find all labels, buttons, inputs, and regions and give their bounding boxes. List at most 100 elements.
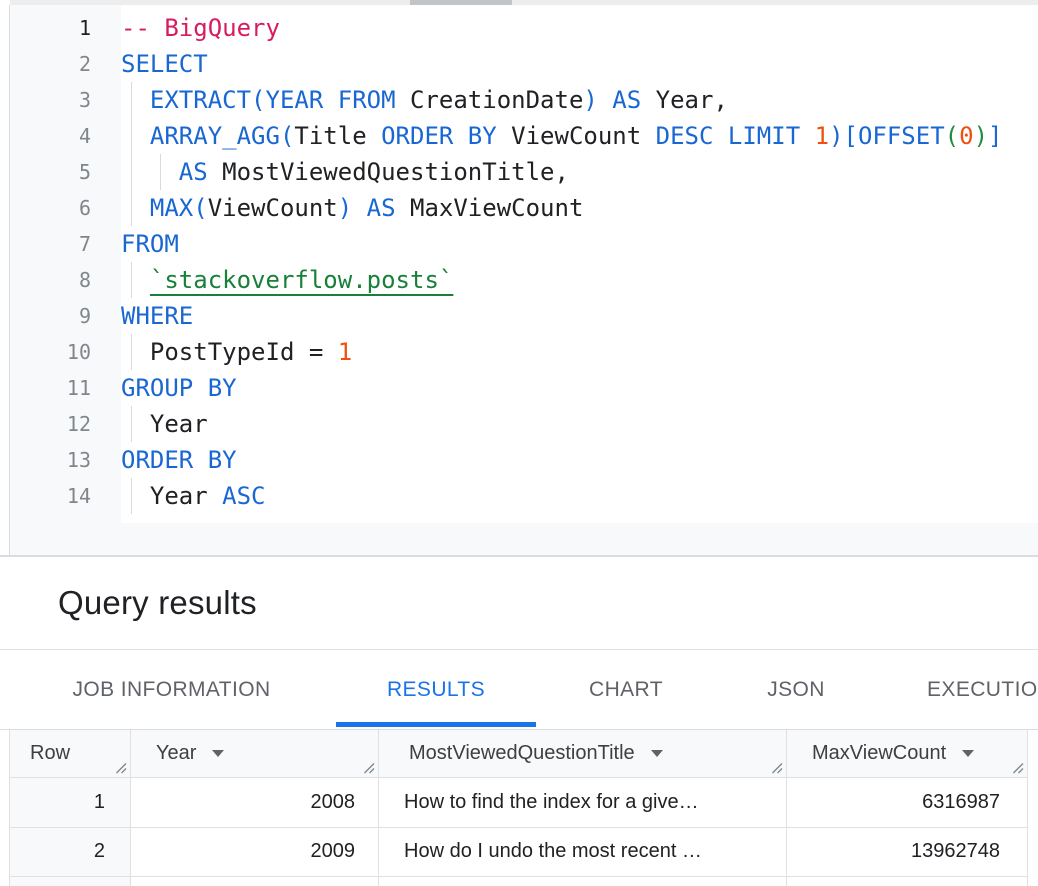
tab-execution-details[interactable]: EXECUTION DETAILS <box>927 650 1038 729</box>
indent-guide <box>131 82 132 118</box>
sort-menu-arrow-icon[interactable] <box>650 750 663 757</box>
code-token <box>121 266 150 294</box>
column-header-label: Row <box>30 742 71 764</box>
code-line[interactable]: 11 GROUP BY <box>10 370 1038 406</box>
indent-guide <box>131 334 132 370</box>
column-resize-handle-icon[interactable] <box>769 760 783 774</box>
code-token <box>121 158 179 186</box>
tab-job-information[interactable]: JOB INFORMATION <box>44 650 299 729</box>
code-text: AS MostViewedQuestionTitle, <box>121 154 569 190</box>
column-header-maxviewcount[interactable]: MaxViewCount <box>787 730 1028 777</box>
tab-label: JOB INFORMATION <box>72 677 271 701</box>
code-token: WHERE <box>121 302 194 330</box>
results-table: Row Year MostViewedQuestionTitle MaxViewCou… <box>9 730 1028 886</box>
line-number: 14 <box>66 484 91 508</box>
column-resize-handle-icon[interactable] <box>113 760 127 774</box>
code-line[interactable]: 5 AS MostViewedQuestionTitle, <box>10 154 1038 190</box>
code-token: ViewCount <box>207 194 338 222</box>
tab-label: JSON <box>767 677 825 701</box>
column-header-label: MaxViewCount <box>812 742 947 764</box>
line-number: 9 <box>78 304 91 328</box>
code-token: CreationDate <box>410 86 584 114</box>
code-token: 1 <box>337 338 353 366</box>
line-number: 4 <box>78 124 91 148</box>
code-text: EXTRACT(YEAR FROM CreationDate) AS Year, <box>121 82 728 118</box>
query-results-header: Query results <box>0 557 1038 649</box>
tab-chart[interactable]: CHART <box>541 650 711 729</box>
code-line[interactable]: 2 SELECT <box>10 46 1038 82</box>
code-token: 1 <box>814 122 830 150</box>
cell-maxviewcount <box>787 877 1028 886</box>
code-token: ] <box>988 122 1003 150</box>
code-token: ORDER BY <box>381 122 512 150</box>
code-token: Year <box>121 482 223 510</box>
line-number: 3 <box>78 88 91 112</box>
code-token: DESC LIMIT <box>655 122 815 150</box>
indent-guide <box>131 478 132 514</box>
table-row-partial <box>10 877 1028 886</box>
code-token: GROUP BY <box>121 374 237 402</box>
code-line[interactable]: 9 WHERE <box>10 298 1038 334</box>
column-header-row[interactable]: Row <box>10 730 131 777</box>
column-header-label: Year <box>156 742 197 764</box>
code-token: ORDER BY <box>121 446 237 474</box>
code-lines: 1 -- BigQuery 2 SELECT 3 EXTRACT(YEAR FROM C… <box>10 10 1038 514</box>
table-ref-link[interactable]: `stackoverflow.posts` <box>149 266 454 294</box>
column-header-mostviewedquestiontitle[interactable]: MostViewedQuestionTitle <box>379 730 787 777</box>
code-text: -- BigQuery <box>121 10 280 46</box>
code-text: Year <box>121 406 208 442</box>
table-row: 2 2009 How do I undo the most recent … 1396… <box>10 827 1028 877</box>
sort-menu-arrow-icon[interactable] <box>962 750 975 757</box>
cell-row-number: 1 <box>10 778 131 827</box>
tab-label: CHART <box>589 677 663 701</box>
cell-year: 2009 <box>131 827 379 876</box>
code-token: ( <box>944 122 960 150</box>
code-text: GROUP BY <box>121 370 237 406</box>
code-token: MostViewedQuestionTitle, <box>222 158 569 186</box>
column-header-year[interactable]: Year <box>131 730 379 777</box>
code-token: 0 <box>959 122 974 150</box>
code-line[interactable]: 14 Year ASC <box>10 478 1038 514</box>
code-line[interactable]: 10 PostTypeId = 1 <box>10 334 1038 370</box>
line-number: 10 <box>66 340 91 364</box>
indent-guide <box>159 154 161 190</box>
code-line[interactable]: 1 -- BigQuery <box>10 10 1038 46</box>
cell-row-number: 2 <box>10 827 131 876</box>
tab-json[interactable]: JSON <box>716 650 876 729</box>
tab-label: RESULTS <box>386 677 486 701</box>
column-header-label: MostViewedQuestionTitle <box>409 742 635 764</box>
code-text: MAX(ViewCount) AS MaxViewCount <box>121 190 583 226</box>
code-line[interactable]: 3 EXTRACT(YEAR FROM CreationDate) AS Yea… <box>10 82 1038 118</box>
code-token: Title <box>294 122 382 150</box>
editor-results-divider <box>0 555 1038 557</box>
code-line[interactable]: 4 ARRAY_AGG(Title ORDER BY ViewCount DES… <box>10 118 1038 154</box>
code-line[interactable]: 6 MAX(ViewCount) AS MaxViewCount <box>10 190 1038 226</box>
code-token: ViewCount <box>511 122 656 150</box>
code-text: `stackoverflow.posts` <box>121 262 453 298</box>
sort-menu-arrow-icon[interactable] <box>212 750 225 757</box>
code-token: Year, <box>655 86 728 114</box>
code-line[interactable]: 8 `stackoverflow.posts` <box>10 262 1038 298</box>
code-line[interactable]: 13 ORDER BY <box>10 442 1038 478</box>
cell-title <box>379 877 787 886</box>
code-text: WHERE <box>121 298 193 334</box>
code-token: ) AS <box>337 194 410 222</box>
code-token: Year <box>121 410 208 438</box>
column-resize-handle-icon[interactable] <box>1010 760 1024 774</box>
code-token: SELECT <box>121 50 208 78</box>
code-line[interactable]: 12 Year <box>10 406 1038 442</box>
tab-label: EXECUTION DETAILS <box>927 677 1038 701</box>
code-line[interactable]: 7 FROM <box>10 226 1038 262</box>
editor-horizontal-scrollbar-thumb[interactable] <box>410 0 512 5</box>
tabs-table-divider <box>0 729 1038 730</box>
query-results-title: Query results <box>58 584 257 621</box>
column-resize-handle-icon[interactable] <box>361 760 375 774</box>
code-token: PostTypeId = <box>121 338 338 366</box>
cell-title: How to find the index for a give… <box>379 778 787 827</box>
line-number: 8 <box>78 268 91 292</box>
code-token: -- BigQuery <box>121 14 280 42</box>
code-token <box>121 86 150 114</box>
line-number: 6 <box>78 196 91 220</box>
tab-results[interactable]: RESULTS <box>336 650 536 729</box>
